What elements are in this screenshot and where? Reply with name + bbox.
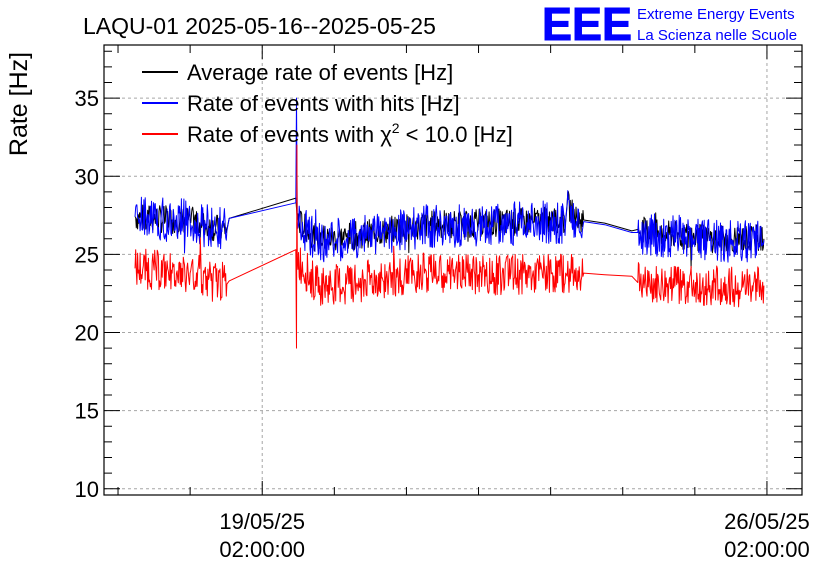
- y-axis-label: Rate [Hz]: [5, 52, 33, 156]
- logo-mark: EEE: [542, 0, 632, 50]
- series-line-1: [134, 97, 765, 263]
- y-tick-label: 30: [75, 164, 99, 189]
- legend-chi2-superscript: 2: [392, 120, 400, 136]
- chart-title: LAQU-01 2025-05-16--2025-05-25: [83, 13, 436, 39]
- x-axis-tick-labels: 19/05/25 02:00:00 26/05/25 02:00:00: [219, 509, 809, 562]
- y-axis-tick-labels: 10 15 20 25 30 35: [75, 86, 99, 502]
- legend-label-average: Average rate of events [Hz]: [187, 60, 453, 85]
- eee-logo: EEE Extreme Energy Events La Scienza nel…: [542, 0, 798, 51]
- x-tick-label-date: 19/05/25: [219, 509, 305, 534]
- y-tick-label: 20: [75, 321, 99, 346]
- legend: Average rate of events [Hz] Rate of even…: [142, 60, 513, 147]
- y-tick-label: 10: [75, 477, 99, 502]
- series-line-2: [134, 144, 765, 349]
- data-series: [134, 97, 765, 349]
- y-tick-label: 25: [75, 242, 99, 267]
- axis-ticks: [104, 45, 802, 495]
- grid-lines: [104, 45, 802, 495]
- legend-chi2-prefix: Rate of events with χ: [187, 122, 392, 147]
- legend-chi2-suffix: < 10.0 [Hz]: [400, 122, 513, 147]
- x-tick-label-date: 26/05/25: [724, 509, 810, 534]
- legend-label-hits: Rate of events with hits [Hz]: [187, 91, 460, 116]
- x-tick-label-time: 02:00:00: [724, 537, 810, 562]
- x-tick-label-time: 02:00:00: [219, 537, 305, 562]
- y-tick-label: 35: [75, 86, 99, 111]
- logo-line-2: La Scienza nelle Scuole: [637, 27, 797, 44]
- logo-line-1: Extreme Energy Events: [637, 6, 795, 23]
- legend-label-chi2: Rate of events with χ2 < 10.0 [Hz]: [187, 120, 513, 147]
- y-tick-label: 15: [75, 399, 99, 424]
